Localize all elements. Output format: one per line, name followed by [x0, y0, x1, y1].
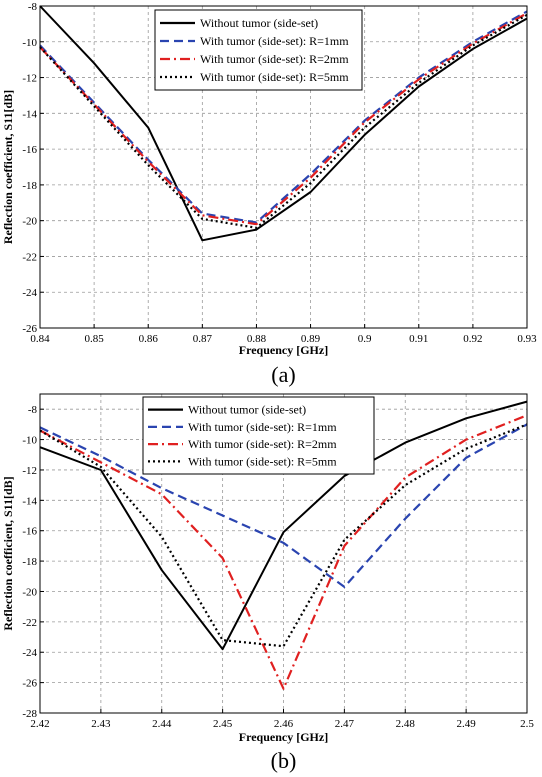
x-tick-label: 2.42 — [30, 718, 49, 730]
y-tick-label: -20 — [22, 586, 37, 598]
y-axis-label: Reflection coefficient, S11[dB] — [1, 476, 15, 630]
x-tick-label: 2.47 — [335, 718, 355, 730]
legend: Without tumor (side-set) With tumor (side… — [142, 396, 375, 475]
y-tick-label: -16 — [22, 144, 37, 156]
y-tick-label: -12 — [22, 73, 37, 85]
legend-label-2: With tumor (side-set): R=1mm — [200, 34, 349, 48]
y-tick-label: -18 — [22, 556, 37, 568]
y-tick-label: -28 — [22, 708, 37, 720]
y-tick-label: -26 — [22, 678, 37, 690]
x-tick-label: 0.85 — [84, 333, 104, 345]
x-tick-label: 0.93 — [517, 333, 537, 345]
y-tick-label: -24 — [22, 287, 37, 299]
plot-frame — [39, 393, 528, 714]
y-tick-label: -10 — [22, 37, 37, 49]
legend-label-4: With tumor (side-set): R=5mm — [188, 454, 337, 468]
y-axis-label: Reflection coefficient, S11[dB] — [1, 90, 15, 244]
series-line-2 — [39, 10, 528, 224]
x-tick-label: 0.9 — [358, 333, 372, 345]
x-tick-label: 2.46 — [274, 718, 294, 730]
x-tick-label: 0.91 — [409, 333, 428, 345]
legend-label-1: Without tumor (side-set) — [188, 403, 306, 417]
panel-label: (b) — [271, 748, 297, 773]
legend-label-2: With tumor (side-set): R=1mm — [188, 420, 337, 434]
legend-label-4: With tumor (side-set): R=5mm — [200, 70, 349, 84]
y-tick-label: -8 — [28, 404, 38, 416]
y-tick-label: -12 — [22, 465, 37, 477]
y-tick-label: -26 — [22, 323, 37, 335]
legend-label-3: With tumor (side-set): R=2mm — [188, 437, 337, 451]
x-tick-label: 2.49 — [457, 718, 477, 730]
legend-label-1: Without tumor (side-set) — [200, 16, 318, 30]
x-tick-label: 2.43 — [91, 718, 111, 730]
y-tick-label: -8 — [28, 1, 38, 13]
x-tick-label: 0.92 — [463, 333, 482, 345]
legend-label-3: With tumor (side-set): R=2mm — [200, 52, 349, 66]
y-tick-label: -20 — [22, 216, 37, 228]
series-line-3 — [39, 12, 528, 226]
y-tick-label: -14 — [22, 108, 37, 120]
y-tick-label: -22 — [22, 617, 37, 629]
x-tick-label: 2.48 — [396, 718, 416, 730]
y-tick-label: -14 — [22, 495, 37, 507]
y-tick-label: -16 — [22, 526, 37, 538]
x-axis-label: Frequency [GHz] — [239, 343, 328, 357]
x-tick-label: 0.86 — [139, 333, 159, 345]
x-tick-label: 2.44 — [152, 718, 172, 730]
x-tick-label: 0.84 — [30, 333, 50, 345]
x-tick-label: 0.88 — [247, 333, 267, 345]
legend: Without tumor (side-set) With tumor (side… — [154, 9, 363, 91]
y-tick-label: -18 — [22, 180, 37, 192]
x-tick-label: 2.45 — [213, 718, 233, 730]
series-line-4 — [39, 423, 528, 648]
plot-frame — [39, 5, 528, 329]
y-tick-label: -22 — [22, 251, 37, 263]
x-axis-label: Frequency [GHz] — [239, 730, 328, 744]
chart-panel-b: 2.42 2.43 2.44 2.45 2.46 2.47 2.48 2.49 2.5 -8 -10… — [1, 393, 534, 773]
series-line-3 — [39, 414, 528, 690]
x-tick-label: 0.87 — [193, 333, 213, 345]
series-line-1 — [39, 5, 528, 242]
y-tick-label: -24 — [22, 647, 37, 659]
x-tick-label: 0.89 — [301, 333, 321, 345]
x-tick-label: 2.5 — [520, 718, 534, 730]
series-line-2 — [39, 423, 528, 589]
series-line-4 — [39, 13, 528, 229]
y-tick-label: -10 — [22, 435, 37, 447]
series-line-1 — [39, 400, 528, 651]
panel-label: (a) — [271, 362, 295, 387]
chart-panel-a: 0.84 0.85 0.86 0.87 0.88 0.89 0.9 0.91 0.92 0.93 -… — [1, 1, 537, 387]
